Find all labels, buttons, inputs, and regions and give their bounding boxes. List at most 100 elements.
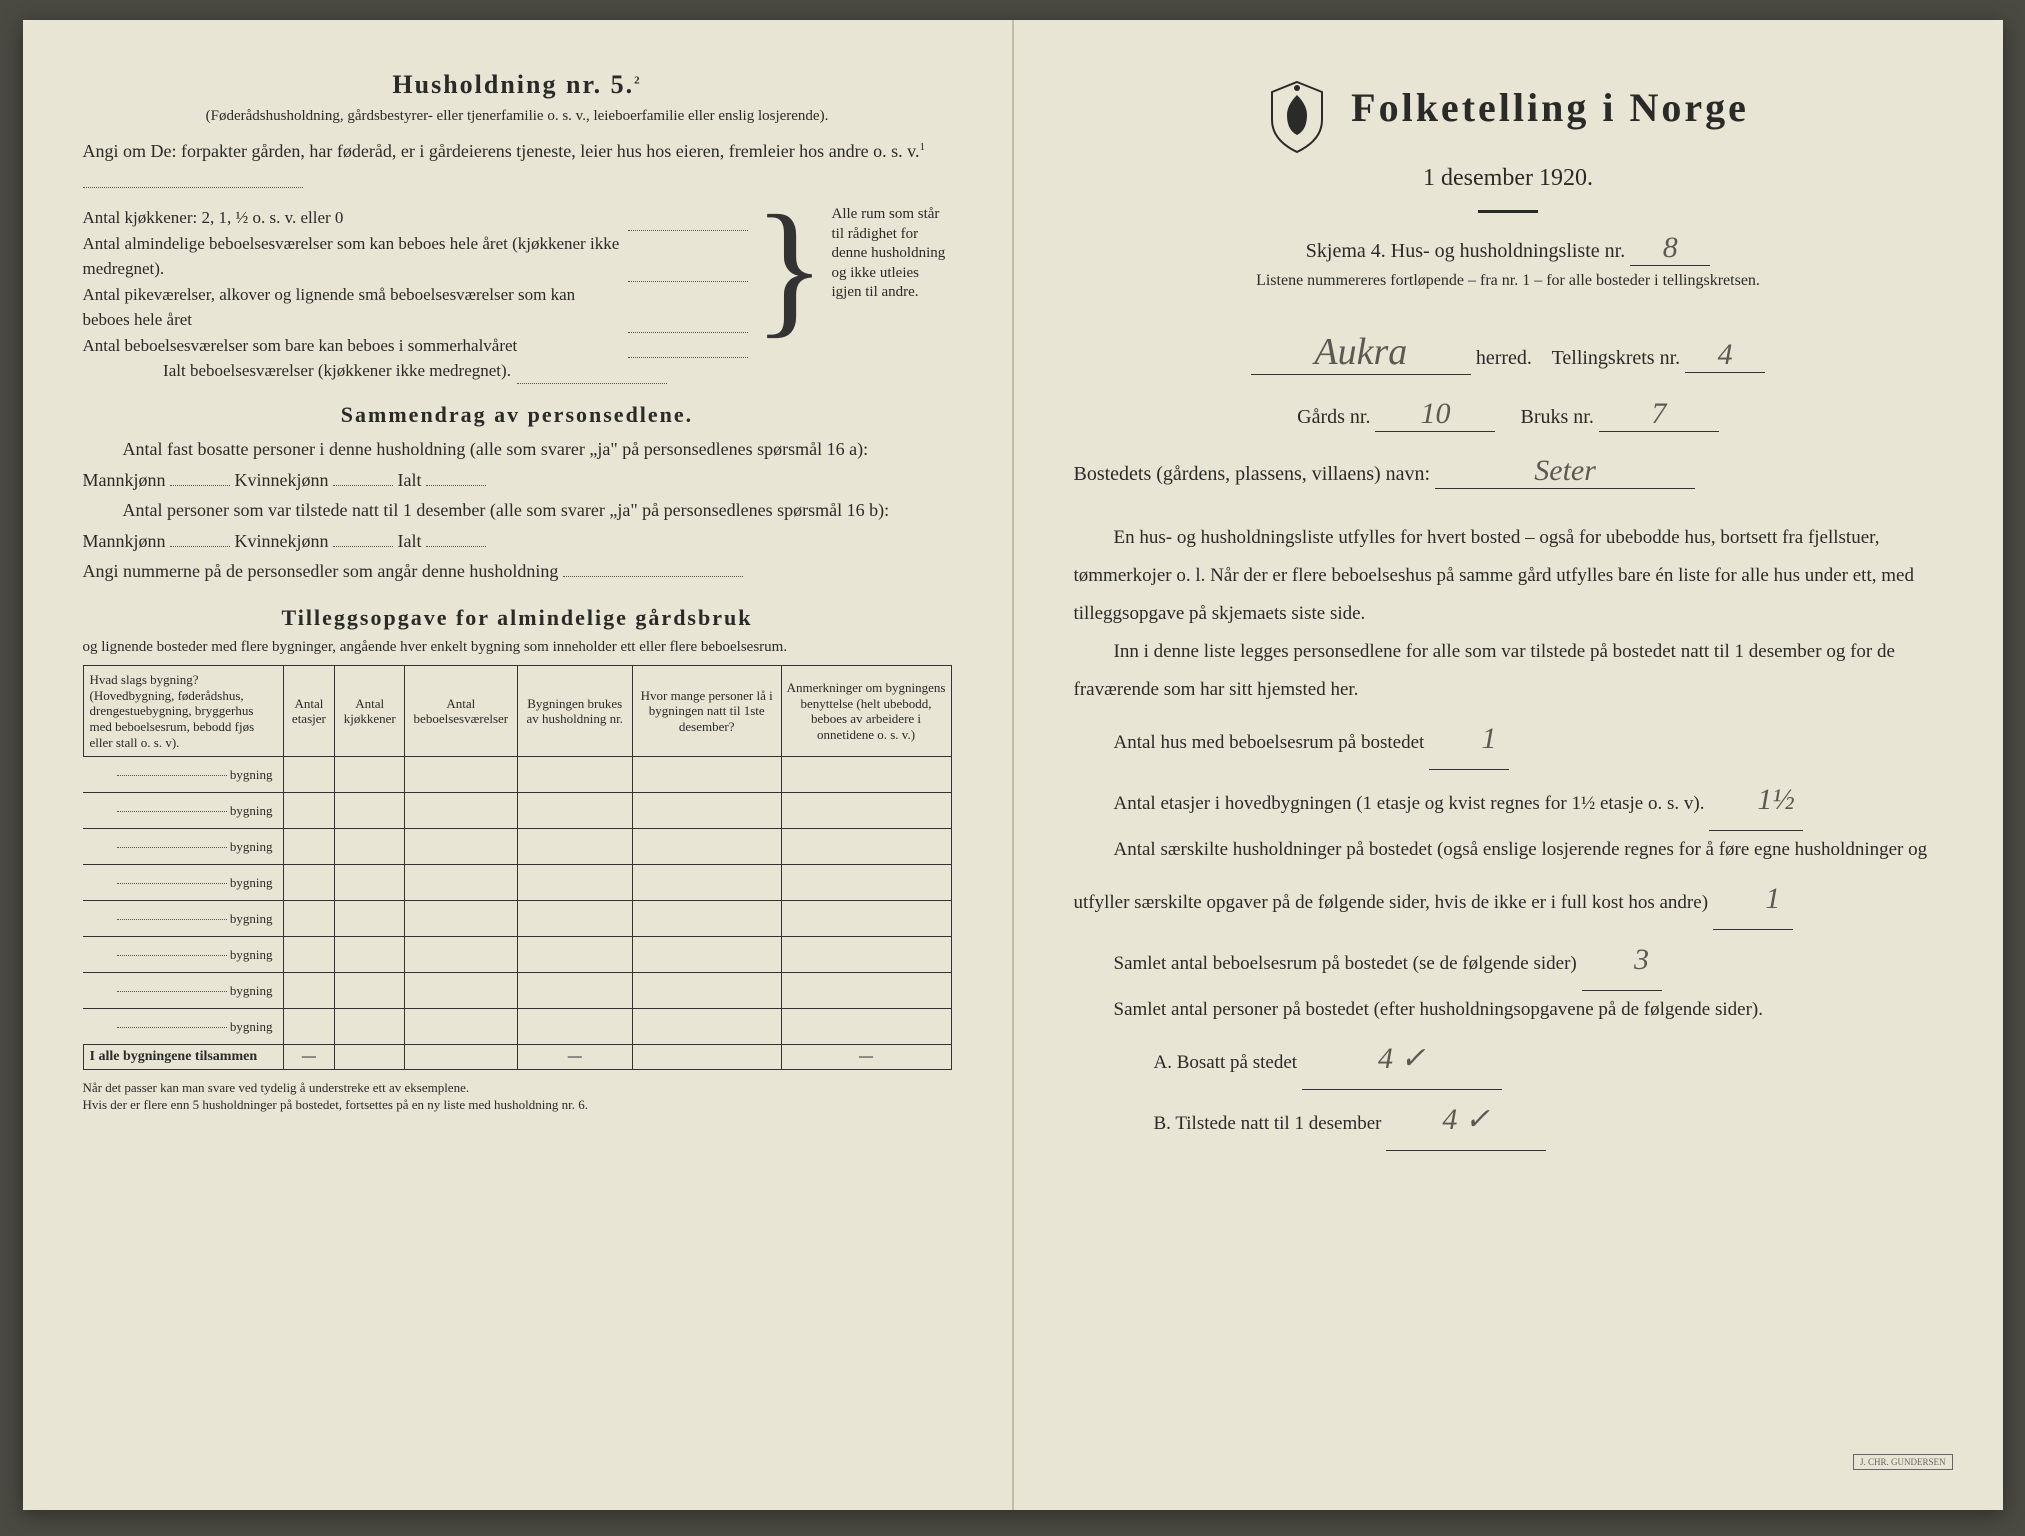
summary-heading: Sammendrag av personsedlene. <box>83 402 952 428</box>
farm-row: bygning <box>83 793 951 829</box>
farm-cell <box>781 793 951 829</box>
qA: A. Bosatt på stedet 4 ✓ <box>1074 1029 1943 1090</box>
room-label-2: Antal beboelsesværelser som bare kan beb… <box>83 333 622 359</box>
farm-cell <box>283 937 335 973</box>
farm-th-3: Antal beboelsesværelser <box>405 666 517 757</box>
q3-label: Antal særskilte husholdninger på bostede… <box>1074 839 1928 913</box>
farm-cell <box>781 757 951 793</box>
farm-cell <box>781 937 951 973</box>
q5: Samlet antal personer på bostedet (efter… <box>1074 991 1943 1029</box>
farm-sum-dash-3: — <box>781 1045 951 1070</box>
farm-cell <box>335 901 405 937</box>
qB-label: B. Tilstede natt til 1 desember <box>1154 1113 1382 1134</box>
farm-th-2: Antal kjøkkener <box>335 666 405 757</box>
farm-cell <box>632 757 781 793</box>
tillegg-heading: Tilleggsopgave for almindelige gårdsbruk <box>83 605 952 631</box>
farm-row-label: bygning <box>83 865 283 901</box>
farm-sum-c2 <box>335 1045 405 1070</box>
footer-1: Når det passer kan man svare ved tydelig… <box>83 1080 952 1114</box>
rooms-block: Antal kjøkkener: 2, 1, ½ o. s. v. eller … <box>83 205 952 384</box>
farm-sum-c5 <box>632 1045 781 1070</box>
farm-cell <box>335 973 405 1009</box>
farm-th-6: Anmerkninger om bygningens benyttelse (h… <box>781 666 951 757</box>
q4: Samlet antal beboelsesrum på bostedet (s… <box>1074 930 1943 991</box>
farm-row-label: bygning <box>83 757 283 793</box>
farm-cell <box>632 829 781 865</box>
summary-p2-i: Ialt <box>398 531 422 551</box>
room-label-1: Antal pikeværelser, alkover og lignende … <box>83 282 622 333</box>
room-label-0: Antal almindelige beboelsesværelser som … <box>83 231 622 282</box>
q4-label: Samlet antal beboelsesrum på bostedet (s… <box>1114 953 1577 974</box>
room-row-2: Antal beboelsesværelser som bare kan beb… <box>83 333 748 359</box>
farm-row: bygning <box>83 829 951 865</box>
summary-p1-i-fill <box>426 485 486 486</box>
farm-sum-c3 <box>405 1045 517 1070</box>
summary-p1-text: Antal fast bosatte personer i denne hush… <box>83 439 869 490</box>
farm-cell <box>283 793 335 829</box>
printer-stamp: J. CHR. GUNDERSEN <box>1853 1454 1953 1470</box>
farm-row: bygning <box>83 757 951 793</box>
farm-row: bygning <box>83 1009 951 1045</box>
farm-cell <box>781 829 951 865</box>
q3-value: 1 <box>1713 869 1793 930</box>
farm-cell <box>283 901 335 937</box>
divider <box>1478 210 1538 213</box>
q1-value: 1 <box>1429 709 1509 770</box>
angi-sup: 1 <box>920 141 926 153</box>
kitchen-fill <box>628 205 748 231</box>
farm-row-label: bygning <box>83 829 283 865</box>
farm-header-row: Hvad slags bygning? (Hovedbygning, føder… <box>83 666 951 757</box>
qB: B. Tilstede natt til 1 desember 4 ✓ <box>1074 1090 1943 1151</box>
angi-fill <box>83 187 303 188</box>
gard-row: Gårds nr. 10 Bruks nr. 7 <box>1074 397 1943 432</box>
farm-cell <box>405 973 517 1009</box>
farm-cell <box>405 829 517 865</box>
farm-row: bygning <box>83 937 951 973</box>
summary-p2-k: Kvinnekjønn <box>235 531 329 551</box>
farm-cell <box>335 757 405 793</box>
summary-p1: Antal fast bosatte personer i denne hush… <box>83 434 952 495</box>
farm-sum-dash-1: — <box>283 1045 335 1070</box>
farm-cell <box>517 793 632 829</box>
farm-sum-dash-2: — <box>517 1045 632 1070</box>
summary-p2-m-fill <box>170 546 230 547</box>
bosted-label: Bostedets (gårdens, plassens, villaens) … <box>1074 463 1431 485</box>
bruk-value: 7 <box>1599 397 1719 432</box>
farm-cell <box>781 901 951 937</box>
farm-row: bygning <box>83 901 951 937</box>
kitchen-row: Antal kjøkkener: 2, 1, ½ o. s. v. eller … <box>83 205 748 231</box>
angi-nummer-text: Angi nummerne på de personsedler som ang… <box>83 561 559 581</box>
ialt-label: Ialt beboelsesværelser (kjøkkener ikke m… <box>163 358 511 384</box>
q2-label: Antal etasjer i hovedbygningen (1 etasje… <box>1114 793 1705 814</box>
room-fill-1 <box>628 282 748 333</box>
qA-value: 4 ✓ <box>1302 1029 1502 1090</box>
farm-cell <box>405 901 517 937</box>
farm-row-label: bygning <box>83 973 283 1009</box>
gard-value: 10 <box>1375 397 1495 432</box>
farm-th-5: Hvor mange personer lå i bygningen natt … <box>632 666 781 757</box>
note-line: Listene nummereres fortløpende – fra nr.… <box>1074 272 1943 290</box>
room-fill-2 <box>628 333 748 359</box>
room-fill-0 <box>628 231 748 282</box>
ialt-row: Ialt beboelsesværelser (kjøkkener ikke m… <box>83 358 748 384</box>
farm-row-label: bygning <box>83 793 283 829</box>
summary-p1-m-fill <box>170 485 230 486</box>
skjema-nr: 8 <box>1630 231 1710 266</box>
farm-row: bygning <box>83 973 951 1009</box>
left-page: Husholdning nr. 5.2 (Føderådshusholdning… <box>23 20 1013 1510</box>
para2: Inn i denne liste legges personsedlene f… <box>1074 633 1943 709</box>
summary-p2-k-fill <box>333 546 393 547</box>
farm-cell <box>517 901 632 937</box>
household-subtext: (Føderådshusholdning, gårdsbestyrer- ell… <box>83 106 952 126</box>
kitchen-label: Antal kjøkkener: 2, 1, ½ o. s. v. eller … <box>83 205 622 231</box>
room-row-0: Antal almindelige beboelsesværelser som … <box>83 231 748 282</box>
farm-cell <box>517 865 632 901</box>
farm-cell <box>632 973 781 1009</box>
subtitle: 1 desember 1920. <box>1074 165 1943 192</box>
document-spread: Husholdning nr. 5.2 (Føderådshusholdning… <box>23 20 2003 1510</box>
krets-label: Tellingskrets nr. <box>1552 347 1681 369</box>
qB-value: 4 ✓ <box>1386 1090 1546 1151</box>
title-row: Folketelling i Norge <box>1074 80 1943 155</box>
farm-cell <box>517 829 632 865</box>
q2: Antal etasjer i hovedbygningen (1 etasje… <box>1074 770 1943 831</box>
